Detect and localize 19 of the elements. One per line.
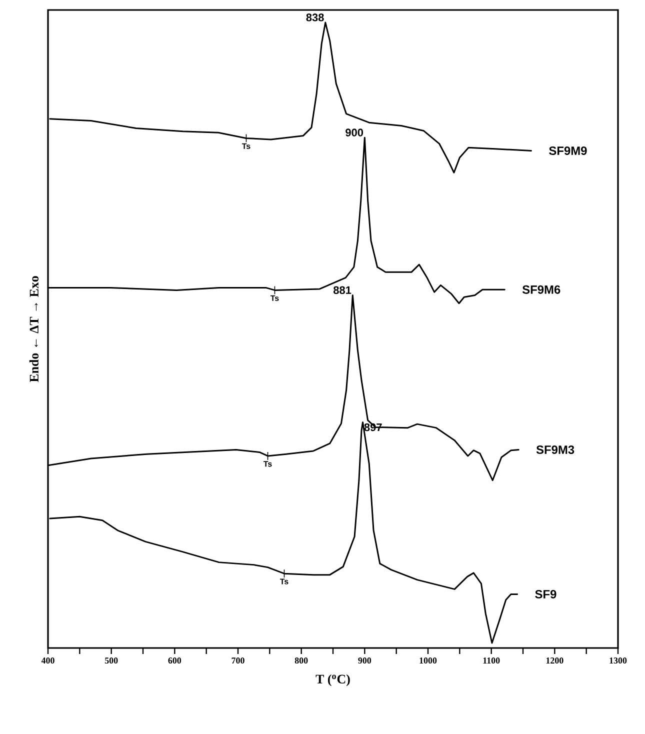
x-tick-label: 1000: [420, 657, 437, 664]
annotation: 838: [306, 14, 324, 22]
x-tick-label: 1100: [483, 657, 500, 664]
x-tick-label: 1200: [546, 657, 564, 664]
x-tick-label: 400: [41, 657, 54, 664]
x-tick-label: 800: [294, 657, 308, 664]
y-axis-title: Endo ← ΔT → Exo: [29, 276, 38, 382]
series-label: SF9M6: [522, 285, 560, 294]
x-tick-label: 700: [232, 657, 244, 664]
x-tick-label: 1300: [610, 657, 627, 664]
series-label: SF9M3: [536, 445, 574, 454]
x-tick-label: 900: [358, 657, 372, 664]
x-tick-label: 500: [104, 657, 118, 664]
x-tick-label: 600: [168, 657, 182, 664]
series-label: SF9: [535, 590, 556, 598]
series-label: SF9M9: [549, 146, 587, 155]
x-axis-title: T ($^{o}$C): [316, 674, 350, 686]
annotation: 881: [333, 286, 352, 294]
annotation: 900: [346, 128, 364, 136]
